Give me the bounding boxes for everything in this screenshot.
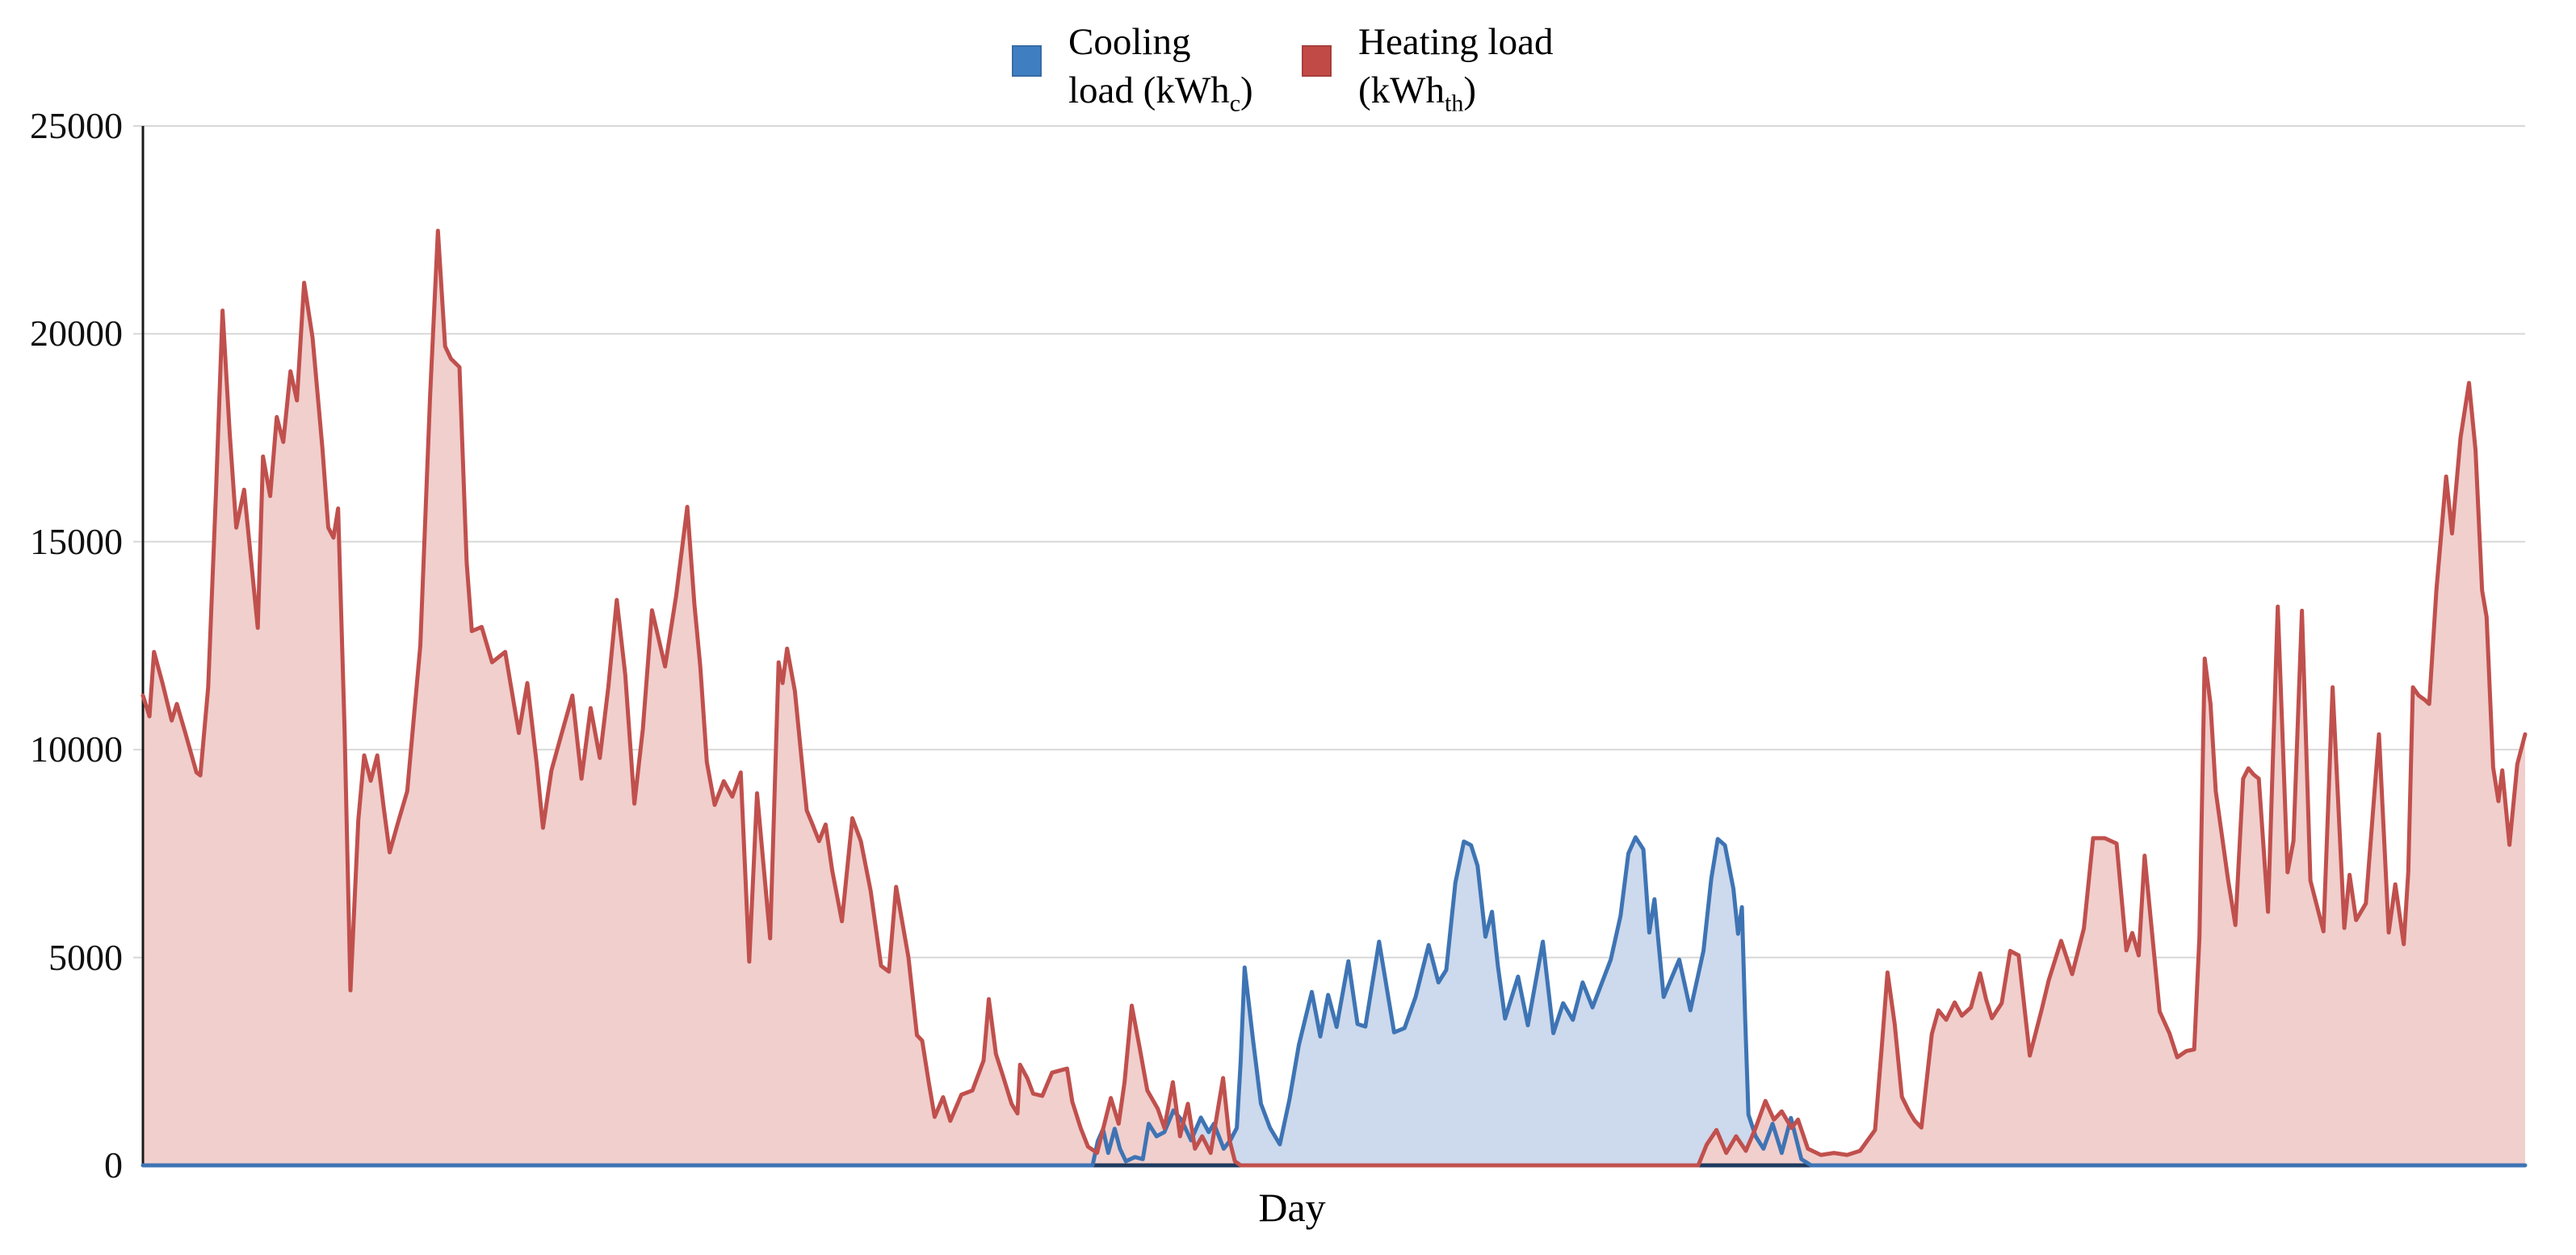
ytick-label-15000: 15000: [30, 520, 123, 562]
x-axis-title: Day: [1258, 1185, 1326, 1230]
heating-line: [141, 229, 2528, 1168]
cooling-legend-swatch-icon: [1012, 45, 1042, 77]
cooling-line: [141, 835, 2528, 1168]
ytick-label-25000: 25000: [30, 105, 123, 146]
ytick-label-20000: 20000: [30, 313, 123, 355]
heating-area: [143, 230, 2525, 1166]
heating-legend-label: Heating load (kWhth): [1358, 21, 1554, 117]
legend-item-heating: Heating load (kWhth): [1302, 18, 1553, 128]
cooling-area: [143, 837, 2525, 1165]
legend-item-cooling: Cooling load (kWhc): [1012, 18, 1253, 128]
ytick-label-0: 0: [104, 1144, 123, 1186]
ytick-label-5000: 5000: [48, 936, 123, 978]
legend: Cooling load (kWhc) Heating load (kWhth): [0, 18, 2576, 123]
ytick-label-10000: 10000: [30, 728, 123, 770]
cooling-legend-label: Cooling load (kWhc): [1068, 21, 1253, 117]
heating-legend-swatch-icon: [1302, 45, 1332, 77]
